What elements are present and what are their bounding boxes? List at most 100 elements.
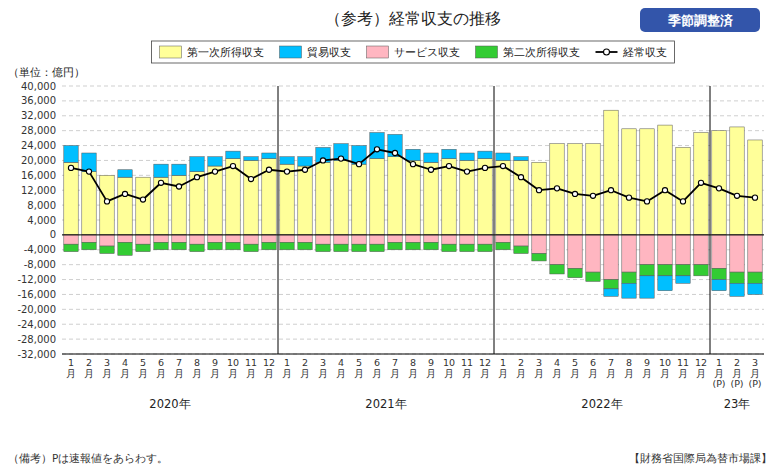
- bar-segment: [514, 157, 528, 161]
- bar-segment: [334, 144, 348, 161]
- bar-segment: [244, 244, 258, 251]
- bar-segment: [586, 235, 600, 272]
- x-tick-line: 月: [678, 368, 688, 379]
- y-tick-label: -24,000: [17, 319, 56, 330]
- y-tick-label: -32,000: [17, 349, 56, 360]
- bar-segment: [406, 149, 420, 160]
- bar-segment: [532, 162, 546, 163]
- x-tick-line: 月: [372, 368, 382, 379]
- line-marker: [374, 147, 379, 152]
- x-tick-line: 3: [536, 357, 542, 368]
- x-tick-line: 4: [122, 357, 128, 368]
- bar-segment: [622, 129, 636, 235]
- year-boundary: [710, 86, 711, 354]
- x-tick-label: 12月: [263, 357, 275, 379]
- bar-segment: [640, 129, 654, 235]
- bar-segment: [370, 244, 384, 251]
- bar-segment: [622, 235, 636, 272]
- bar-segment: [424, 162, 438, 235]
- x-tick-line: 月: [588, 368, 598, 379]
- line-marker: [698, 180, 703, 185]
- x-tick-line: 月: [480, 368, 490, 379]
- bar-segment: [316, 235, 330, 244]
- bar-segment: [154, 164, 168, 177]
- bar-segment: [154, 235, 168, 242]
- bar-segment: [190, 172, 204, 235]
- line-marker: [248, 176, 253, 181]
- x-tick-line: 3: [320, 357, 326, 368]
- bar-segment: [730, 235, 744, 272]
- x-tick-line: (P): [748, 378, 761, 389]
- bar-segment: [532, 162, 546, 235]
- bar-segment: [568, 268, 582, 277]
- bar-segment: [64, 235, 78, 244]
- line-marker: [410, 162, 415, 167]
- line: [71, 149, 755, 201]
- x-ticks: 1月2月3月4月5月6月7月8月9月10月11月12月1月2月3月4月5月6月7…: [66, 357, 762, 389]
- x-tick-line: 7: [392, 357, 398, 368]
- footnote: 【財務省国際局為替市場課】: [629, 452, 772, 464]
- bar-segment: [406, 160, 420, 234]
- grid-line: [62, 234, 764, 235]
- bar-segment: [406, 235, 420, 242]
- legend: 第一次所得収支貿易収支サービス収支第二次所得収支経常収支: [152, 41, 675, 63]
- x-tick-label: 11月: [461, 357, 473, 379]
- bar-segment: [730, 283, 744, 296]
- bar-segment: [568, 144, 582, 235]
- line-marker: [140, 197, 145, 202]
- year-boundary: [494, 86, 495, 354]
- x-tick-line: 月: [264, 368, 274, 379]
- x-tick-line: 3: [104, 357, 110, 368]
- bar-segment: [82, 242, 96, 249]
- bar-segment: [694, 235, 708, 265]
- line-marker: [338, 156, 343, 161]
- line-marker: [356, 162, 361, 167]
- legend-label: 第二次所得収支: [503, 46, 580, 59]
- bar-segment: [622, 272, 636, 283]
- bar-segment: [154, 242, 168, 249]
- bar-segment: [514, 160, 528, 234]
- bar-segment: [352, 244, 366, 251]
- bar-segment: [244, 157, 258, 161]
- line-marker: [608, 188, 613, 193]
- bar-segment: [388, 235, 402, 242]
- bar-segment: [604, 280, 618, 289]
- bar-segment: [64, 244, 78, 251]
- x-tick-label: 4月: [120, 357, 130, 379]
- y-tick-label: 4,000: [27, 215, 56, 226]
- line-marker: [734, 193, 739, 198]
- annotation: 2022年: [581, 397, 622, 411]
- x-tick-label: 7月: [390, 357, 400, 379]
- bar-segment: [118, 235, 132, 242]
- grid-line: [62, 86, 764, 87]
- grid-line: [62, 115, 764, 116]
- x-tick-line: 9: [212, 357, 218, 368]
- x-tick-line: 11: [461, 357, 473, 368]
- bar-segment: [172, 164, 186, 175]
- x-tick-line: 12: [479, 357, 491, 368]
- y-tick-label: -20,000: [17, 304, 56, 315]
- x-tick-label: 7月: [606, 357, 616, 379]
- x-tick-line: 月: [120, 368, 130, 379]
- x-tick-line: 月: [516, 368, 526, 379]
- x-tick-line: 8: [194, 357, 200, 368]
- bar-segment: [280, 157, 294, 164]
- bar-segment: [64, 146, 78, 163]
- x-tick-label: 3月(P): [748, 357, 761, 389]
- line-marker: [590, 193, 595, 198]
- bar-segment: [568, 143, 582, 144]
- line-marker: [626, 195, 631, 200]
- line-marker: [752, 195, 757, 200]
- bar-segment: [694, 265, 708, 276]
- bar-segment: [388, 157, 402, 235]
- x-tick-line: 月: [642, 368, 652, 379]
- bar-segment: [190, 157, 204, 172]
- x-tick-line: 月: [336, 368, 346, 379]
- x-tick-line: 8: [626, 357, 632, 368]
- y-ticks: -32,000-28,000-24,000-20,000-16,000-12,0…: [17, 81, 56, 360]
- x-tick-line: 2: [86, 357, 92, 368]
- bar-segment: [496, 153, 510, 160]
- x-tick-label: 1月: [282, 357, 292, 379]
- bar-segment: [694, 132, 708, 133]
- x-tick-line: (P): [730, 378, 743, 389]
